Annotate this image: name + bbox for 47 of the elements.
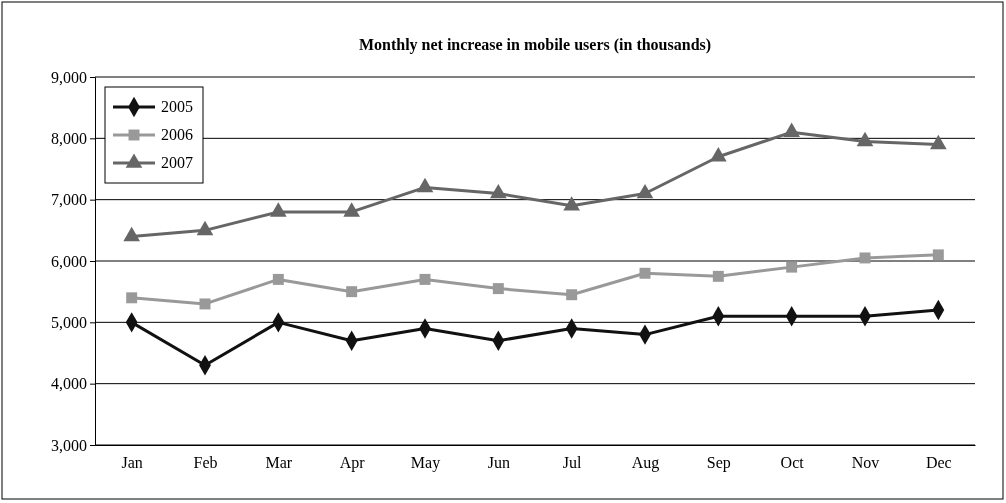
chart-title: Monthly net increase in mobile users (in thousands) bbox=[358, 36, 712, 54]
point bbox=[272, 273, 284, 285]
x-tick-label: Jan bbox=[121, 454, 143, 472]
point bbox=[859, 252, 871, 264]
point bbox=[490, 183, 507, 199]
point bbox=[343, 202, 360, 217]
x-tick-label: Aug bbox=[631, 454, 660, 473]
x-tick-label: Nov bbox=[851, 454, 880, 472]
legend-label: 2005 bbox=[161, 98, 193, 115]
point bbox=[783, 122, 800, 138]
point bbox=[636, 183, 654, 199]
x-tick-label: Oct bbox=[780, 454, 805, 472]
point bbox=[639, 267, 651, 279]
point bbox=[712, 270, 724, 282]
point bbox=[416, 177, 434, 193]
point bbox=[270, 202, 287, 217]
y-tick-label: 9,000 bbox=[51, 68, 87, 86]
x-tick-label: Jul bbox=[562, 454, 583, 472]
x-tick-label: Mar bbox=[265, 454, 293, 472]
point bbox=[126, 292, 138, 304]
x-tick-label: Apr bbox=[339, 454, 366, 473]
x-tick-label: May bbox=[410, 454, 441, 473]
point bbox=[932, 249, 944, 261]
point bbox=[710, 147, 727, 162]
y-tick-label: 8,000 bbox=[51, 129, 87, 147]
y-tick-label: 5,000 bbox=[51, 313, 87, 331]
x-tick-label: Sep bbox=[706, 454, 731, 473]
point bbox=[856, 131, 874, 147]
y-tick-label: 4,000 bbox=[51, 375, 87, 393]
point bbox=[199, 298, 211, 310]
legend-label: 2006 bbox=[161, 126, 193, 143]
x-tick-label: Feb bbox=[193, 454, 218, 472]
y-tick-label: 6,000 bbox=[51, 252, 87, 270]
legend-label: 2007 bbox=[161, 154, 193, 171]
point bbox=[196, 220, 214, 236]
point bbox=[786, 261, 798, 273]
point bbox=[566, 289, 578, 301]
point bbox=[492, 283, 504, 295]
y-tick-label: 3,000 bbox=[51, 436, 87, 454]
y-tick-label: 7,000 bbox=[51, 191, 87, 209]
x-tick-label: Jun bbox=[487, 454, 510, 472]
point bbox=[563, 196, 580, 211]
point bbox=[123, 226, 140, 242]
x-tick-label: Dec bbox=[925, 454, 952, 472]
point bbox=[930, 134, 947, 150]
point bbox=[419, 273, 431, 285]
point bbox=[346, 286, 358, 298]
